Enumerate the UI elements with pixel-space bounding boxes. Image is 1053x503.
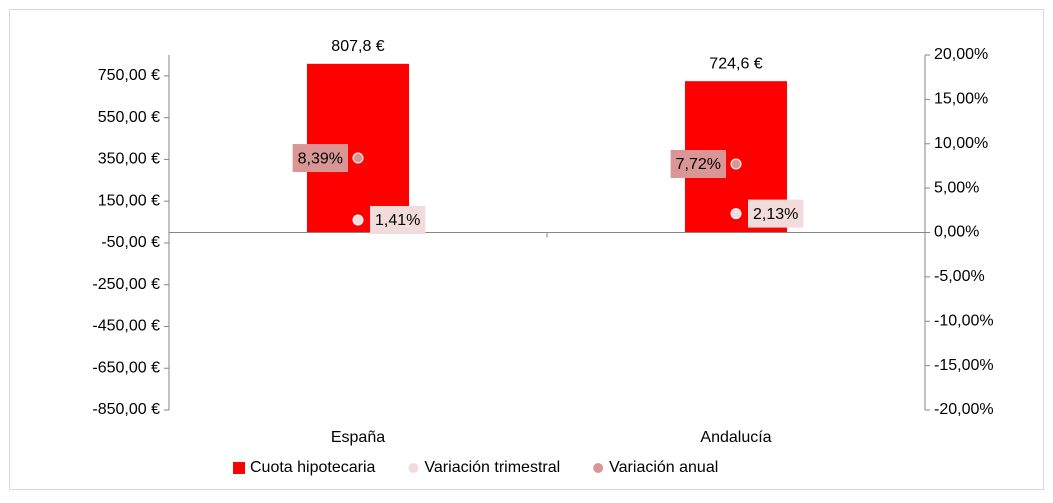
y-tick-label: -250,00 € <box>92 276 160 293</box>
y-tick-label: 550,00 € <box>98 109 160 126</box>
y-tick-label: -50,00 € <box>101 234 160 251</box>
point-label-group: 8,39% <box>292 144 348 173</box>
point-label: 2,13% <box>753 206 798 223</box>
point <box>730 208 742 220</box>
y-tick-label: 350,00 € <box>98 151 160 168</box>
legend-label: Cuota hipotecaria <box>250 459 376 476</box>
chart-border <box>9 9 1044 490</box>
point-label: 7,72% <box>676 156 721 173</box>
y2-tick-label: -5,00% <box>934 268 985 285</box>
legend-swatch <box>233 462 245 474</box>
y-tick-label: 150,00 € <box>98 192 160 209</box>
legend-label: Variación trimestral <box>424 459 560 476</box>
point-label-group: 1,41% <box>370 205 426 234</box>
y-tick-label: -850,00 € <box>92 401 160 418</box>
y2-tick-label: -10,00% <box>934 312 994 329</box>
y2-tick-label: 5,00% <box>934 179 979 196</box>
y2-tick-label: 0,00% <box>934 224 979 241</box>
point <box>352 152 364 164</box>
bar-label: 807,8 € <box>331 38 384 55</box>
legend-swatch <box>593 463 604 473</box>
point <box>730 158 742 170</box>
legend-swatch <box>408 463 419 473</box>
point-label-group: 7,72% <box>670 149 726 178</box>
point-label-bg <box>292 144 348 173</box>
point-label-group: 2,13% <box>748 199 804 228</box>
y2-tick-label: -20,00% <box>934 401 994 418</box>
x-tick-label: España <box>331 429 385 446</box>
y-tick-label: -450,00 € <box>92 318 160 335</box>
y-tick-label: 750,00 € <box>98 67 160 84</box>
y-tick-label: -650,00 € <box>92 359 160 376</box>
point-label-bg <box>748 199 804 228</box>
point <box>352 214 364 226</box>
y2-tick-label: 20,00% <box>934 46 988 63</box>
x-tick-label: Andalucía <box>700 429 771 446</box>
point-label-bg <box>370 205 426 234</box>
y2-tick-label: 15,00% <box>934 91 988 108</box>
y2-tick-label: 10,00% <box>934 135 988 152</box>
bar-label: 724,6 € <box>709 55 762 72</box>
point-label-bg <box>670 149 726 178</box>
point-label: 8,39% <box>298 150 343 167</box>
point-label: 1,41% <box>375 212 420 229</box>
legend-label: Variación anual <box>609 459 718 476</box>
y2-tick-label: -15,00% <box>934 357 994 374</box>
